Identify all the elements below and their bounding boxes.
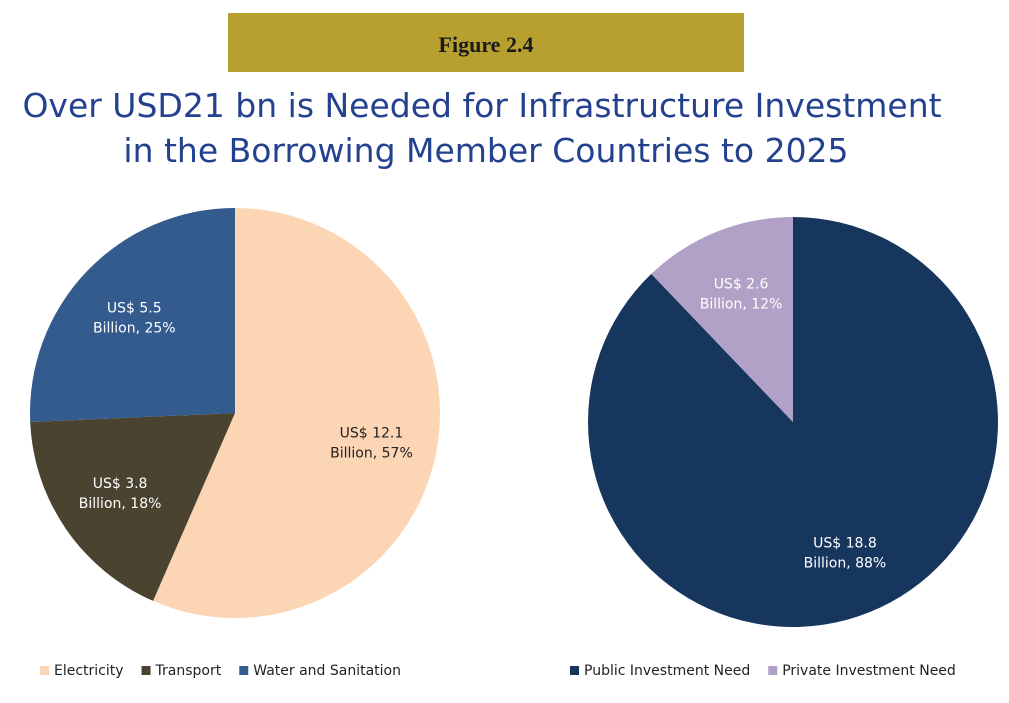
legend-swatch (141, 666, 151, 675)
legend-label: Private Investment Need (782, 663, 956, 679)
title-line: in the Borrowing Member Countries to 202… (123, 131, 848, 170)
data-label: US$ 12.1 (340, 425, 404, 441)
legend-label: Water and Sanitation (253, 663, 401, 679)
pie-slice (153, 208, 440, 618)
data-label: Billion, 88% (804, 555, 887, 571)
data-label: Billion, 57% (330, 445, 413, 461)
figure-banner (228, 13, 744, 72)
legend-label: Electricity (54, 663, 124, 679)
pie-slice (29, 208, 235, 423)
data-label: Billion, 25% (93, 321, 176, 337)
data-label: Billion, 12% (700, 297, 783, 313)
data-label: Billion, 18% (79, 496, 162, 512)
data-label: US$ 5.5 (107, 301, 162, 317)
figure-label: Figure 2.4 (439, 32, 534, 57)
pie-slice (30, 413, 236, 601)
pie-slice (651, 217, 793, 422)
legend-swatch (570, 666, 579, 675)
data-label: US$ 2.6 (714, 277, 769, 293)
legend-swatch (40, 666, 49, 675)
title-line: Over USD21 bn is Needed for Infrastructu… (22, 86, 941, 125)
data-label: US$ 3.8 (93, 476, 148, 492)
legend-label: Transport (155, 663, 222, 679)
legend-swatch (768, 666, 778, 675)
data-label: US$ 18.8 (813, 535, 877, 551)
legend-label: Public Investment Need (584, 663, 750, 679)
legend-swatch (239, 666, 249, 675)
